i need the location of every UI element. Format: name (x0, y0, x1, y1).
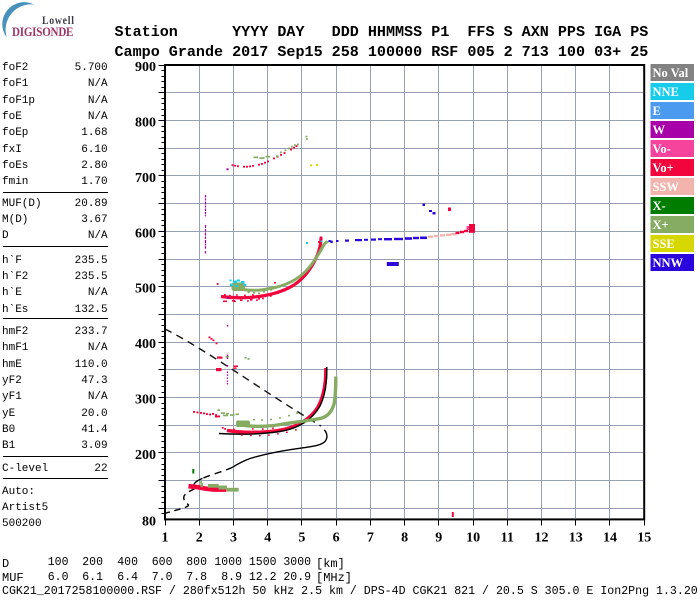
svg-text:E: E (653, 104, 661, 118)
svg-text:1: 1 (162, 530, 169, 545)
svg-text:500: 500 (135, 282, 156, 297)
svg-text:200: 200 (135, 448, 156, 463)
svg-text:3: 3 (230, 530, 237, 545)
svg-text:12: 12 (535, 530, 549, 545)
svg-text:No Val: No Val (653, 66, 689, 80)
svg-text:800: 800 (135, 116, 156, 131)
svg-text:SSE: SSE (653, 237, 675, 251)
svg-text:X+: X+ (653, 218, 669, 232)
svg-text:2: 2 (196, 530, 203, 545)
svg-text:Vo+: Vo+ (653, 161, 674, 175)
svg-text:600: 600 (135, 226, 156, 241)
svg-text:400: 400 (135, 337, 156, 352)
svg-text:DIGISONDE: DIGISONDE (12, 24, 73, 39)
svg-text:X-: X- (653, 199, 666, 213)
svg-text:NNE: NNE (653, 85, 679, 99)
svg-text:Vo-: Vo- (653, 142, 671, 156)
svg-text:SSW: SSW (653, 180, 680, 194)
svg-text:8: 8 (401, 530, 408, 545)
svg-text:7: 7 (367, 530, 374, 545)
svg-text:15: 15 (637, 530, 651, 545)
svg-text:4: 4 (264, 530, 271, 545)
svg-text:80: 80 (142, 514, 156, 529)
svg-text:6: 6 (333, 530, 340, 545)
svg-text:300: 300 (135, 392, 156, 407)
svg-text:NNW: NNW (653, 256, 684, 270)
svg-text:10: 10 (466, 530, 480, 545)
svg-text:9: 9 (435, 530, 442, 545)
svg-text:13: 13 (569, 530, 583, 545)
svg-text:5: 5 (298, 530, 305, 545)
svg-text:W: W (653, 123, 666, 137)
svg-text:Lowell: Lowell (42, 14, 74, 27)
svg-text:700: 700 (135, 171, 156, 186)
svg-text:900: 900 (135, 60, 156, 75)
svg-text:14: 14 (603, 530, 617, 545)
svg-text:11: 11 (501, 530, 514, 545)
